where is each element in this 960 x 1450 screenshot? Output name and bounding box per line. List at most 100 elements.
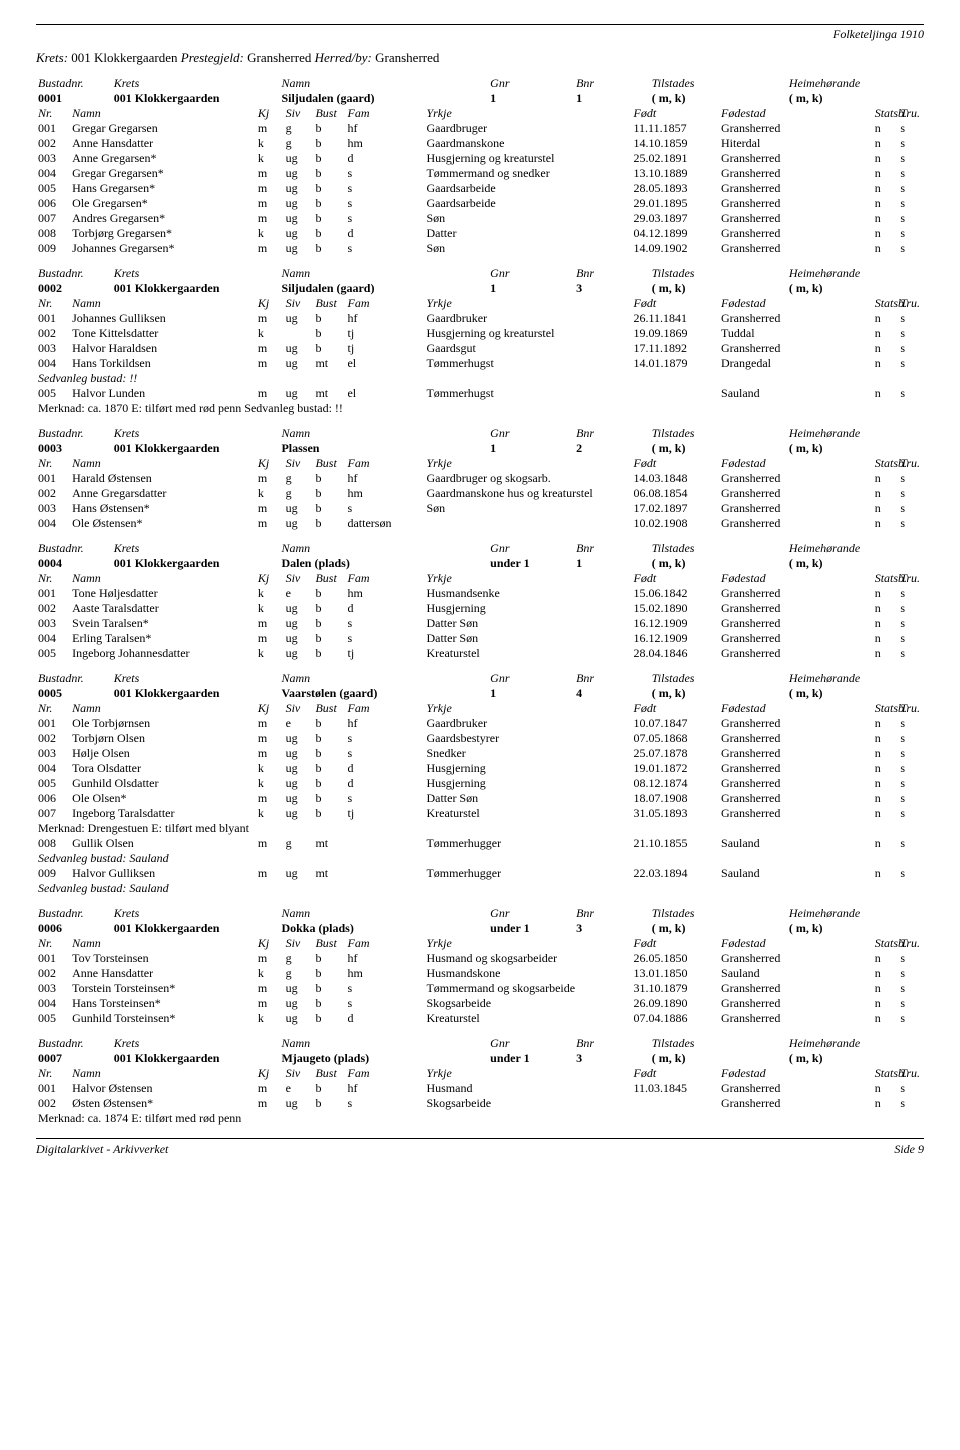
person-cell: s (345, 981, 424, 996)
person-cell: Gaardsarbeide (424, 181, 631, 196)
person-cell: Gullik Olsen (70, 836, 256, 851)
person-header-cell: Statsb. (873, 456, 899, 471)
person-cell: n (873, 951, 899, 966)
person-header-cell: Bust (313, 936, 345, 951)
person-cell: n (873, 866, 899, 881)
person-cell: n (873, 121, 899, 136)
person-cell: Johannes Gulliksen (70, 311, 256, 326)
person-cell: 009 (36, 241, 70, 256)
footer-right: Side 9 (894, 1142, 924, 1157)
person-cell: k (256, 136, 284, 151)
person-cell: k (256, 966, 284, 981)
person-cell: e (284, 586, 314, 601)
person-cell: Gunhild Torsteinsen* (70, 1011, 256, 1026)
person-cell: ug (284, 516, 314, 531)
person-cell: Gaardsgut (424, 341, 631, 356)
person-cell: ug (284, 776, 314, 791)
person-cell: Datter Søn (424, 791, 631, 806)
person-cell: s (898, 501, 924, 516)
person-cell: Gransherred (719, 646, 873, 661)
person-cell: Hans Torkildsen (70, 356, 256, 371)
person-cell: s (898, 151, 924, 166)
bustad-header-cell: Heimehørande (787, 426, 924, 441)
person-cell: 007 (36, 211, 70, 226)
person-header-cell: Nr. (36, 1066, 70, 1081)
person-cell: 15.06.1842 (632, 586, 720, 601)
person-cell: s (898, 601, 924, 616)
bustad-cell: ( m, k) (787, 91, 924, 106)
person-cell: n (873, 1096, 899, 1111)
bustad-header-cell: Gnr (488, 266, 574, 281)
bustad-header-cell: Krets (112, 426, 280, 441)
person-cell: b (313, 151, 345, 166)
person-cell: Tora Olsdatter (70, 761, 256, 776)
person-header-cell: Yrkje (424, 571, 631, 586)
person-cell: Gaardsbestyrer (424, 731, 631, 746)
person-cell: n (873, 386, 899, 401)
bustad-cell: ( m, k) (787, 281, 924, 296)
person-cell: m (256, 1081, 284, 1096)
person-cell: n (873, 136, 899, 151)
person-cell: hf (345, 121, 424, 136)
person-cell: 25.07.1878 (632, 746, 720, 761)
person-cell: 001 (36, 951, 70, 966)
person-cell: ug (284, 791, 314, 806)
person-cell: 004 (36, 516, 70, 531)
person-cell: s (898, 951, 924, 966)
note-cell: Merknad: Drengestuen E: tilført med blya… (36, 821, 924, 836)
person-cell: 004 (36, 166, 70, 181)
person-cell: b (313, 791, 345, 806)
person-cell: Husgjerning og kreaturstel (424, 151, 631, 166)
bustad-header-cell: Tilstades (650, 541, 787, 556)
person-cell: Hans Østensen* (70, 501, 256, 516)
person-cell: 17.11.1892 (632, 341, 720, 356)
person-header-cell: Fam (345, 1066, 424, 1081)
person-cell: Sauland (719, 966, 873, 981)
person-cell: 19.09.1869 (632, 326, 720, 341)
bustad-header-cell: Heimehørande (787, 671, 924, 686)
person-cell: 14.09.1902 (632, 241, 720, 256)
person-cell: 003 (36, 151, 70, 166)
bustad-header-cell: Krets (112, 1036, 280, 1051)
person-cell: s (898, 586, 924, 601)
person-cell: ug (284, 356, 314, 371)
person-cell: el (345, 386, 424, 401)
bustad-cell: Dalen (plads) (279, 556, 488, 571)
sections-container: Bustadnr.KretsNamnGnrBnrTilstadesHeimehø… (36, 76, 924, 1126)
person-cell: 07.04.1886 (632, 1011, 720, 1026)
person-cell: d (345, 226, 424, 241)
bustad-header-cell: Namn (279, 1036, 488, 1051)
person-header-cell: Fam (345, 936, 424, 951)
person-cell: ug (284, 226, 314, 241)
bustad-header-cell: Heimehørande (787, 541, 924, 556)
person-cell: b (313, 211, 345, 226)
person-cell: hf (345, 471, 424, 486)
person-cell: s (898, 211, 924, 226)
bustad-cell: 0004 (36, 556, 112, 571)
person-cell: Harald Østensen (70, 471, 256, 486)
person-cell: s (345, 631, 424, 646)
person-header-cell: Bust (313, 701, 345, 716)
person-header-cell: Kj (256, 936, 284, 951)
person-cell: b (313, 471, 345, 486)
person-cell: Aaste Taralsdatter (70, 601, 256, 616)
person-cell: k (256, 586, 284, 601)
person-cell: b (313, 1096, 345, 1111)
section: Bustadnr.KretsNamnGnrBnrTilstadesHeimehø… (36, 266, 924, 416)
person-cell: n (873, 761, 899, 776)
person-cell: m (256, 196, 284, 211)
person-cell: 17.02.1897 (632, 501, 720, 516)
person-header-cell: Født (632, 1066, 720, 1081)
person-cell: 003 (36, 616, 70, 631)
herred-val: Gransherred (375, 50, 439, 65)
person-cell: s (898, 776, 924, 791)
bustad-header-cell: Namn (279, 266, 488, 281)
person-cell: ug (284, 1096, 314, 1111)
person-header-cell: Tru. (898, 701, 924, 716)
person-cell: s (898, 196, 924, 211)
person-header-cell: Siv (284, 1066, 314, 1081)
person-cell: Gaardbruker (424, 311, 631, 326)
person-cell: Kreaturstel (424, 1011, 631, 1026)
person-cell: Gransherred (719, 1081, 873, 1096)
person-cell: ug (284, 806, 314, 821)
